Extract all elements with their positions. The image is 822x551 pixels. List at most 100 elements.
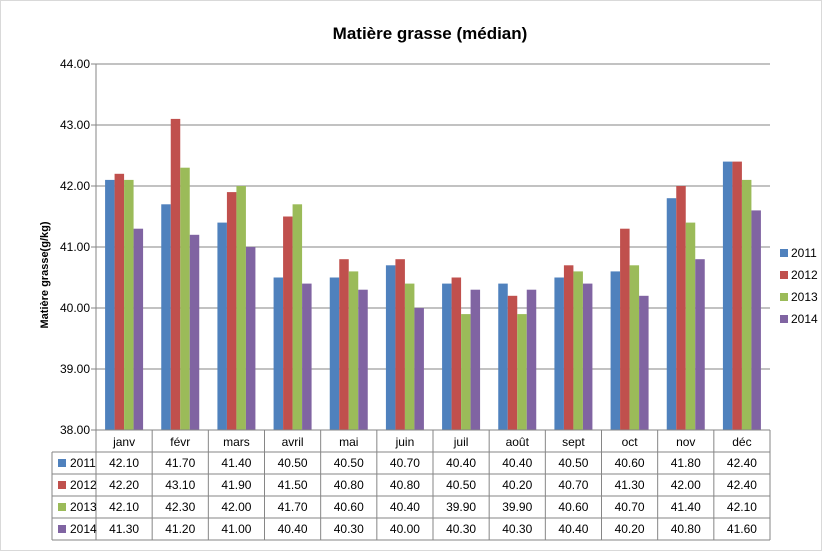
bar-2011-juin [385, 265, 396, 430]
y-tick-label: 42.00 [60, 179, 90, 193]
bar-2012-mai [339, 259, 349, 430]
data-label: 41.90 [221, 478, 251, 492]
bar-2012-oct [620, 228, 630, 430]
legend-label: 2011 [791, 246, 817, 260]
bar-2013-juin [404, 283, 415, 430]
data-label: 40.60 [615, 456, 645, 470]
data-label: 40.50 [334, 456, 364, 470]
x-tick-label: août [506, 435, 530, 449]
data-label: 42.00 [671, 478, 701, 492]
bar-2012-déc [732, 161, 742, 430]
bar-2014-juin [414, 308, 424, 430]
bar-2014-mars [245, 247, 256, 430]
data-label: 41.20 [165, 522, 195, 536]
data-label: 41.60 [727, 522, 757, 536]
data-label: 40.30 [334, 522, 364, 536]
legend: 2011 2012 2013 2014 [780, 246, 818, 326]
bar-2013-juil [461, 314, 471, 430]
bar-2014-avril [302, 283, 312, 430]
x-tick-label: oct [622, 435, 639, 449]
y-tick-label: 43.00 [60, 118, 90, 132]
bar-2011-juil [442, 283, 452, 430]
table-legend-key-2012 [58, 481, 66, 489]
data-label: 39.90 [502, 500, 532, 514]
data-label: 40.40 [390, 500, 420, 514]
data-label: 40.70 [558, 478, 588, 492]
bar-2012-juil [451, 277, 462, 430]
table-legend-key-2011 [58, 459, 66, 467]
data-label: 42.10 [727, 500, 757, 514]
x-tick-label: juin [395, 435, 415, 449]
bar-2011-mars [217, 222, 227, 430]
bar-2014-févr [189, 234, 200, 430]
chart-title: Matière grasse (médian) [333, 24, 528, 43]
bar-2014-déc [751, 210, 761, 430]
bar-2012-avril [283, 216, 293, 430]
bar-2011-nov [666, 198, 677, 430]
data-label: 42.40 [727, 456, 757, 470]
data-label: 41.40 [671, 500, 701, 514]
bar-2013-avril [292, 204, 303, 430]
data-label: 40.70 [390, 456, 420, 470]
bar-2013-déc [741, 179, 752, 430]
data-label: 40.50 [278, 456, 308, 470]
data-label: 41.70 [165, 456, 195, 470]
x-tick-label: mars [223, 435, 250, 449]
table-series-name: 2013 [70, 500, 97, 514]
bar-2011-oct [610, 271, 621, 430]
x-tick-label: déc [732, 435, 751, 449]
legend-key-2013 [780, 293, 788, 301]
bar-2014-sept [582, 283, 593, 430]
legend-key-2014 [780, 315, 788, 323]
bar-2011-août [498, 283, 508, 430]
x-tick-label: juil [453, 435, 469, 449]
bar-2013-août [517, 314, 527, 430]
data-label: 42.10 [109, 500, 139, 514]
bar-2011-févr [161, 204, 171, 430]
y-axis-ticks: 38.00 39.00 40.00 41.00 42.00 43.00 44.00 [60, 57, 90, 437]
bar-2012-nov [676, 186, 686, 430]
x-tick-label: janv [112, 435, 135, 449]
bar-2012-sept [563, 265, 574, 430]
data-label: 40.40 [446, 456, 476, 470]
legend-key-2011 [780, 249, 788, 257]
data-label: 41.30 [109, 522, 139, 536]
bar-2013-mars [236, 186, 246, 430]
bar-2012-août [507, 295, 518, 430]
bar-2013-sept [573, 271, 583, 430]
bar-2014-mai [358, 289, 368, 430]
data-label: 43.10 [165, 478, 195, 492]
table-legend-key-2014 [58, 525, 66, 533]
x-tick-label: mai [339, 435, 358, 449]
table-series-name: 2012 [70, 478, 97, 492]
data-label: 40.30 [502, 522, 532, 536]
data-label: 40.00 [390, 522, 420, 536]
bar-2012-janv [114, 173, 125, 431]
data-label: 42.30 [165, 500, 195, 514]
data-label: 41.30 [615, 478, 645, 492]
y-tick-label: 39.00 [60, 362, 90, 376]
bar-2013-févr [180, 167, 190, 430]
data-label: 40.60 [334, 500, 364, 514]
data-label: 39.90 [446, 500, 476, 514]
data-label: 41.80 [671, 456, 701, 470]
data-label: 42.20 [109, 478, 139, 492]
bar-2012-févr [170, 118, 181, 431]
data-label: 40.80 [390, 478, 420, 492]
bar-2013-mai [348, 271, 359, 430]
data-label: 42.00 [221, 500, 251, 514]
y-axis-label: Matière grasse(g/kg) [39, 221, 51, 328]
data-table: janv févr mars avril mai juin juil août sept oct n… [51, 429, 771, 541]
data-label: 40.50 [558, 456, 588, 470]
legend-label: 2013 [791, 290, 818, 304]
bar-2014-août [526, 289, 537, 430]
data-label: 40.80 [334, 478, 364, 492]
bar-2011-avril [273, 277, 284, 430]
table-legend-key-2013 [58, 503, 66, 511]
data-label: 40.60 [558, 500, 588, 514]
data-label: 40.20 [615, 522, 645, 536]
bar-2011-déc [722, 161, 733, 430]
bar-2011-janv [105, 179, 115, 430]
